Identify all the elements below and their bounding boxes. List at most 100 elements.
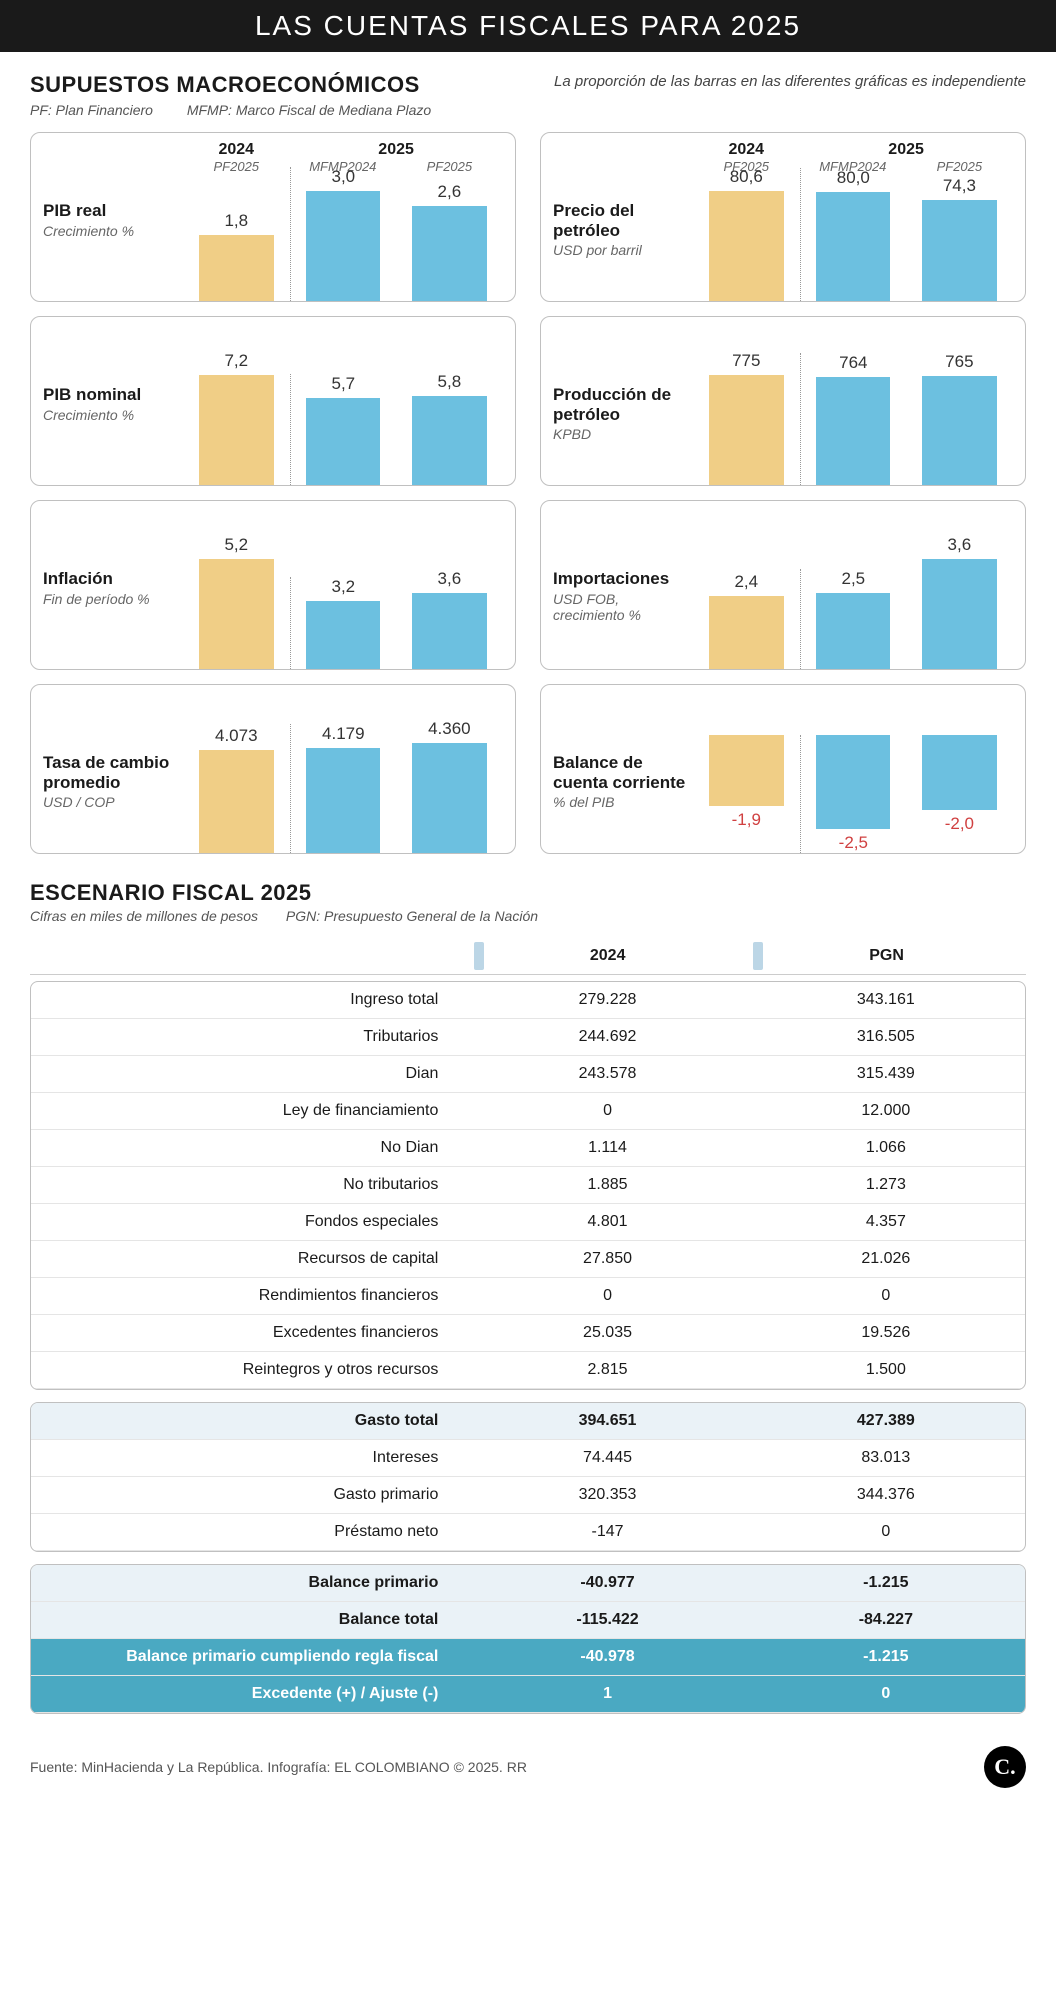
card-bars: 2,4 2,5 3,6 xyxy=(693,509,1013,669)
table-row: Intereses 74.445 83.013 xyxy=(31,1440,1025,1477)
table-row: Gasto primario 320.353 344.376 xyxy=(31,1477,1025,1514)
bar-col: 5,8 xyxy=(396,372,503,485)
col-pgn: PGN xyxy=(747,938,1026,975)
bar-col: 2,6 xyxy=(396,182,503,301)
bar-col: 3,0 xyxy=(290,167,397,301)
legend-mfmp: MFMP: Marco Fiscal de Mediana Plazo xyxy=(187,102,431,118)
hdr-2024: 2024 xyxy=(183,141,290,159)
card-subtitle: Crecimiento % xyxy=(43,223,183,240)
row-label: Préstamo neto xyxy=(31,1514,468,1551)
bar-col: 3,2 xyxy=(290,577,397,669)
fiscal-section: ESCENARIO FISCAL 2025 Cifras en miles de… xyxy=(30,880,1026,1714)
bar-col: -2,0 xyxy=(906,735,1013,834)
card-bars: 7,2 5,7 5,8 xyxy=(183,325,503,485)
bar-value: 5,2 xyxy=(224,535,248,555)
row-val-2024: 74.445 xyxy=(468,1440,746,1477)
bar-col: 80,0 xyxy=(800,168,907,301)
macro-cards-grid: PIB real Crecimiento % 2024 PF2025 2025 … xyxy=(30,132,1026,854)
row-val-2024: 25.035 xyxy=(468,1315,746,1352)
row-val-pgn: 0 xyxy=(747,1676,1025,1713)
card-label: Tasa de cambio promedio USD / COP xyxy=(43,693,183,853)
hdr-2025: 2025 xyxy=(800,141,1013,159)
bar-rect xyxy=(199,235,274,301)
fiscal-subtitle: Cifras en miles de millones de pesos PGN… xyxy=(30,908,1026,924)
bar-value: 80,6 xyxy=(730,167,763,187)
macro-card: Tasa de cambio promedio USD / COP 4.073 … xyxy=(30,684,516,854)
bar-value: 4.179 xyxy=(322,724,365,744)
row-val-pgn: 1.500 xyxy=(747,1352,1025,1389)
bar-rect xyxy=(199,750,274,853)
fiscal-block-ingreso: Ingreso total 279.228 343.161 Tributario… xyxy=(30,981,1026,1390)
row-val-2024: 244.692 xyxy=(468,1019,746,1056)
bar-col: 3,6 xyxy=(906,535,1013,669)
bar-value: 765 xyxy=(945,352,973,372)
row-val-2024: 320.353 xyxy=(468,1477,746,1514)
bar-value: 4.360 xyxy=(428,719,471,739)
bar-rect xyxy=(816,735,890,829)
row-label: Fondos especiales xyxy=(31,1204,468,1241)
bar-col: 80,6 xyxy=(693,167,800,301)
bar-rect xyxy=(412,743,487,853)
bar-rect xyxy=(922,200,997,301)
bar-value: 1,8 xyxy=(224,211,248,231)
macro-legend: PF: Plan Financiero MFMP: Marco Fiscal d… xyxy=(30,102,1026,118)
macro-card: Balance de cuenta corriente % del PIB -1… xyxy=(540,684,1026,854)
bar-rect xyxy=(816,593,890,669)
table-row: Reintegros y otros recursos 2.815 1.500 xyxy=(31,1352,1025,1389)
bar-col: 775 xyxy=(693,351,800,485)
bar-rect xyxy=(709,375,784,485)
fiscal-title: ESCENARIO FISCAL 2025 xyxy=(30,880,1026,906)
row-label: Intereses xyxy=(31,1440,468,1477)
publisher-logo: C. xyxy=(984,1746,1026,1788)
card-label: Inflación Fin de período % xyxy=(43,509,183,669)
card-label: Producción de petróleo KPBD xyxy=(553,325,693,485)
bar-rect xyxy=(709,735,784,806)
bar-rect xyxy=(306,748,380,853)
bar-rect xyxy=(922,735,997,810)
bar-rect xyxy=(412,396,487,485)
bar-value: 3,6 xyxy=(948,535,972,555)
table-row: Excedentes financieros 25.035 19.526 xyxy=(31,1315,1025,1352)
row-label: Balance primario xyxy=(31,1565,468,1602)
fiscal-block-balance: Balance primario -40.977 -1.215 Balance … xyxy=(30,1564,1026,1714)
card-subtitle: USD por barril xyxy=(553,242,693,259)
content-area: SUPUESTOS MACROECONÓMICOS La proporción … xyxy=(0,52,1056,1736)
card-label: PIB nominal Crecimiento % xyxy=(43,325,183,485)
bar-rect xyxy=(709,191,784,301)
table-row: Dian 243.578 315.439 xyxy=(31,1056,1025,1093)
card-title: Importaciones xyxy=(553,569,693,589)
row-label: No Dian xyxy=(31,1130,468,1167)
macro-title: SUPUESTOS MACROECONÓMICOS xyxy=(30,72,420,98)
bar-value: 80,0 xyxy=(837,168,870,188)
table-row: Balance primario -40.977 -1.215 xyxy=(31,1565,1025,1602)
card-subtitle: % del PIB xyxy=(553,794,693,811)
bar-col: 5,2 xyxy=(183,535,290,669)
table-row: No Dian 1.114 1.066 xyxy=(31,1130,1025,1167)
hdr-2025-sub2: PF2025 xyxy=(396,159,503,174)
table-row: Tributarios 244.692 316.505 xyxy=(31,1019,1025,1056)
card-bars: 5,2 3,2 3,6 xyxy=(183,509,503,669)
table-row: Balance primario cumpliendo regla fiscal… xyxy=(31,1639,1025,1676)
row-val-pgn: 83.013 xyxy=(747,1440,1025,1477)
hdr-2025: 2025 xyxy=(290,141,503,159)
row-val-2024: -115.422 xyxy=(468,1602,746,1639)
card-title: PIB nominal xyxy=(43,385,183,405)
legend-pf: PF: Plan Financiero xyxy=(30,102,153,118)
bar-value: 764 xyxy=(839,353,867,373)
card-title: Precio del petróleo xyxy=(553,201,693,240)
bar-value: 2,4 xyxy=(734,572,758,592)
macro-header: SUPUESTOS MACROECONÓMICOS La proporción … xyxy=(30,72,1026,98)
card-title: Tasa de cambio promedio xyxy=(43,753,183,792)
hdr-2025-sub2: PF2025 xyxy=(906,159,1013,174)
bar-rect xyxy=(306,601,380,669)
row-val-2024: 1.885 xyxy=(468,1167,746,1204)
card-subtitle: KPBD xyxy=(553,426,693,443)
row-val-2024: 0 xyxy=(468,1093,746,1130)
row-val-2024: 0 xyxy=(468,1278,746,1315)
bar-rect xyxy=(816,192,890,301)
bar-value: -2,5 xyxy=(839,833,868,853)
row-val-pgn: 4.357 xyxy=(747,1204,1025,1241)
row-label: Rendimientos financieros xyxy=(31,1278,468,1315)
page-title: LAS CUENTAS FISCALES PARA 2025 xyxy=(0,0,1056,52)
row-val-pgn: 19.526 xyxy=(747,1315,1025,1352)
